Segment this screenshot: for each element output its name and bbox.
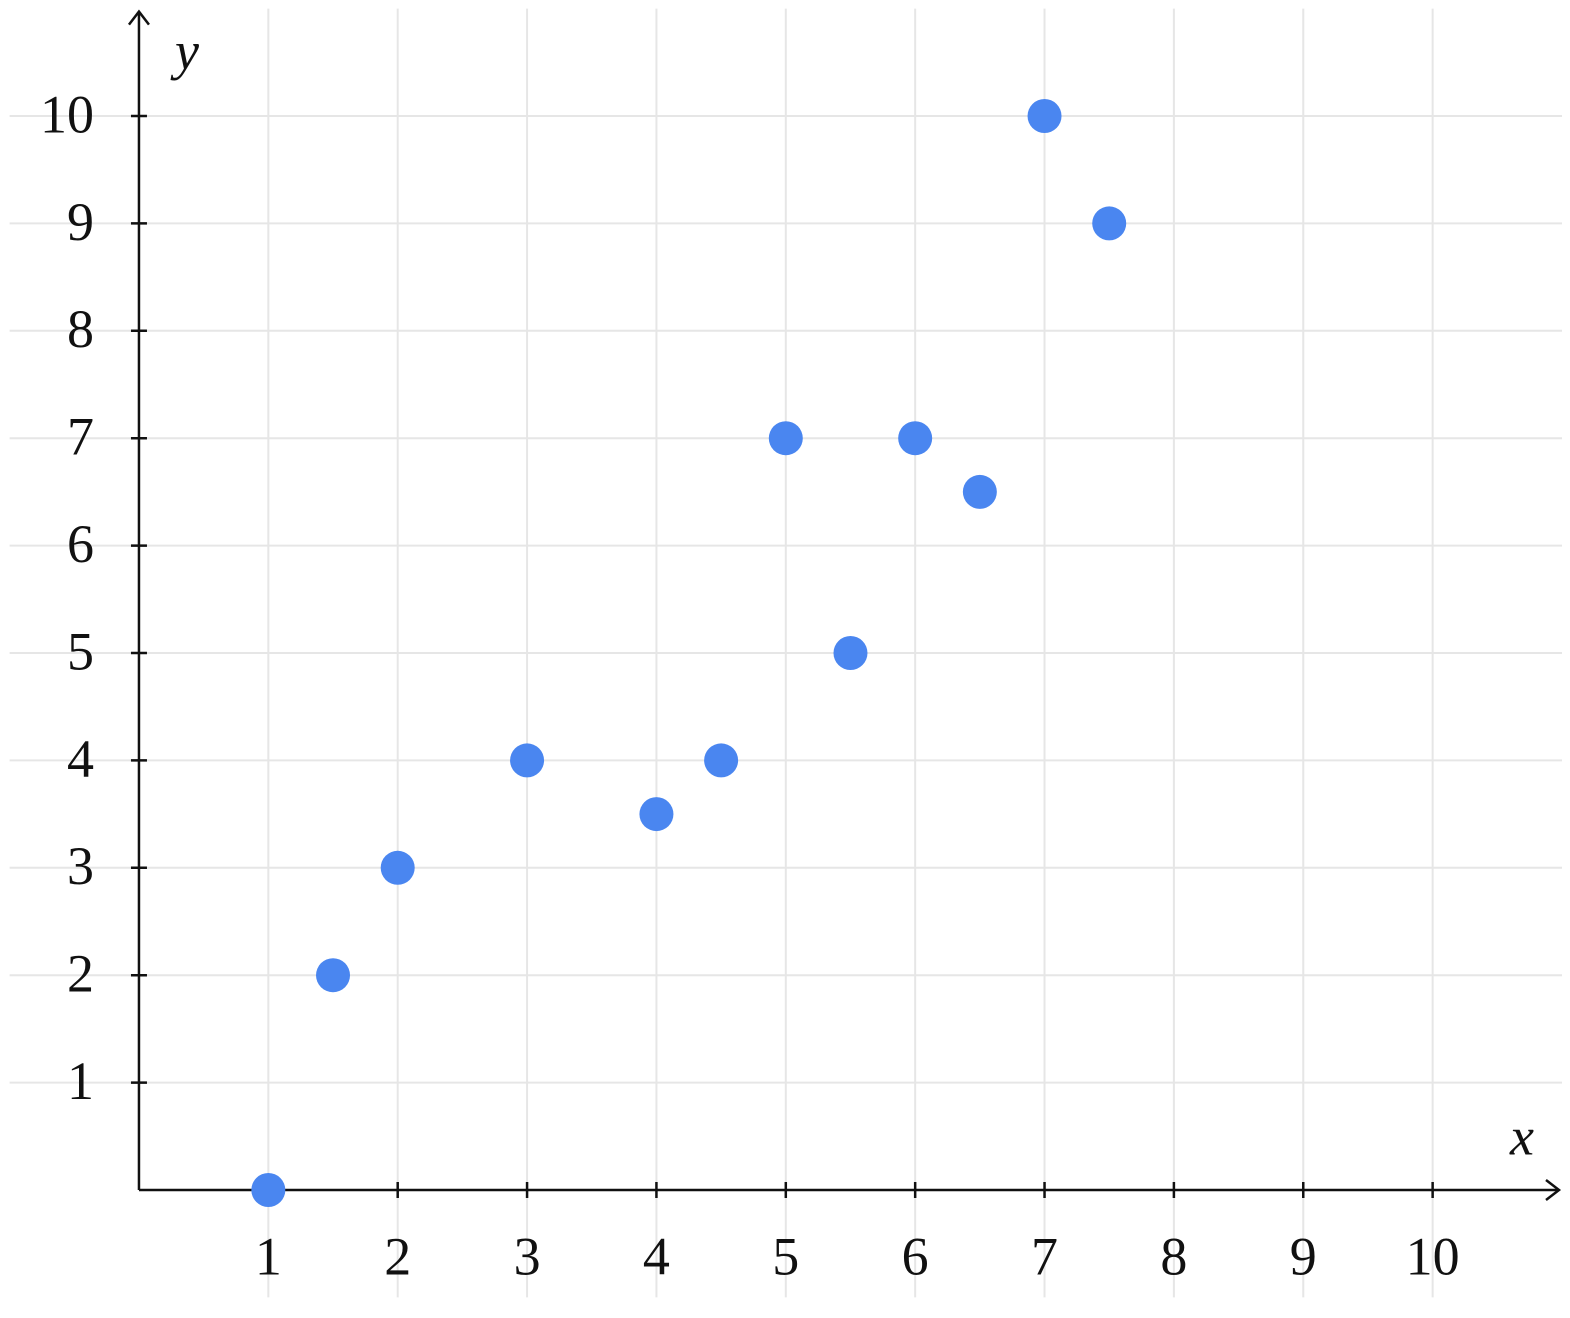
point <box>833 636 868 670</box>
point <box>251 1173 286 1207</box>
x-axis-arrow <box>1545 1179 1562 1201</box>
x-tick-label: 10 <box>1406 1226 1460 1286</box>
y-tick-label: 3 <box>67 836 94 896</box>
marks <box>251 99 1127 1207</box>
point <box>768 421 803 456</box>
x-tick-label: 1 <box>255 1226 282 1286</box>
point <box>1092 206 1127 241</box>
point <box>316 958 351 993</box>
y-tick-label: 7 <box>67 407 94 467</box>
y-axis-arrow <box>127 9 150 26</box>
point <box>1027 99 1062 133</box>
y-tick-label: 10 <box>40 84 94 144</box>
point <box>639 797 674 832</box>
point <box>962 474 997 509</box>
x-tick-label: 2 <box>384 1226 411 1286</box>
y-tick-label: 1 <box>67 1051 94 1111</box>
y-tick-label: 8 <box>67 299 94 359</box>
point <box>704 743 739 778</box>
y-tick-label: 9 <box>67 192 94 252</box>
x-axis-label: x <box>1509 1106 1534 1166</box>
x-tick-label: 4 <box>643 1226 670 1286</box>
x-tick-label: 3 <box>514 1226 541 1286</box>
y-axis-label: y <box>170 21 199 81</box>
x-tick-label: 7 <box>1031 1226 1058 1286</box>
x-tick-label: 8 <box>1160 1226 1187 1286</box>
y-tick-label: 5 <box>67 621 94 681</box>
point <box>510 743 545 778</box>
x-tick-label: 6 <box>902 1226 929 1286</box>
y-tick-label: 4 <box>67 729 94 789</box>
x-tick-label: 9 <box>1290 1226 1317 1286</box>
grid <box>9 8 1562 1298</box>
point <box>380 850 415 885</box>
y-tick-label: 2 <box>67 944 94 1004</box>
x-tick-label: 5 <box>772 1226 799 1286</box>
axes: 1 2 3 4 5 6 7 8 9 10 1 2 3 4 5 6 7 8 9 10 x y <box>40 9 1562 1286</box>
point <box>898 421 933 456</box>
y-tick-label: 6 <box>67 514 94 574</box>
